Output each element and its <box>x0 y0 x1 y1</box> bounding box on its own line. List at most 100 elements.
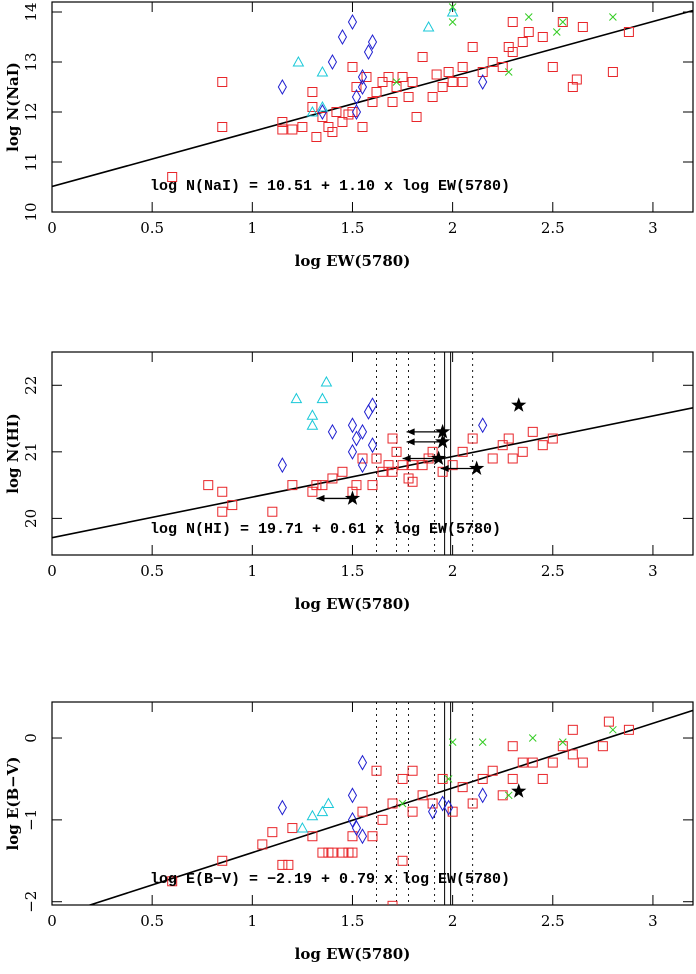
point <box>387 900 398 905</box>
point <box>277 117 288 127</box>
point <box>511 783 527 798</box>
fit-annotation: log E(B−V) = −2.19 + 0.79 x log EW(5780) <box>150 871 510 888</box>
point <box>435 423 451 439</box>
point <box>327 473 338 484</box>
fit-annotation: log N(NaI) = 10.51 + 1.10 x log EW(5780) <box>150 178 510 195</box>
x-tick-label: 1.5 <box>341 219 365 237</box>
point <box>467 433 478 444</box>
point <box>487 765 498 776</box>
point <box>297 122 308 132</box>
plot-area <box>52 352 693 555</box>
point <box>557 17 568 27</box>
point <box>367 397 378 414</box>
y-tick-label: 0 <box>22 733 40 743</box>
y-tick-label: 13 <box>22 52 40 71</box>
point <box>446 5 459 17</box>
point <box>478 417 488 434</box>
point <box>571 74 582 85</box>
point <box>448 738 457 746</box>
point <box>267 827 278 838</box>
point <box>607 67 618 77</box>
point <box>257 839 268 850</box>
plot-area <box>52 3 693 188</box>
point <box>367 437 378 454</box>
point <box>558 18 567 26</box>
point <box>443 67 454 77</box>
point <box>558 738 567 746</box>
point <box>203 480 214 491</box>
point <box>316 392 329 404</box>
x-tick-label: 3 <box>648 912 658 930</box>
plot-frame <box>51 351 694 556</box>
point <box>391 446 402 457</box>
limit-arrowhead <box>406 438 415 446</box>
point <box>306 409 319 420</box>
point <box>227 500 238 511</box>
point <box>428 803 438 820</box>
y-axis-label: log N(NaI) <box>4 62 22 152</box>
point <box>427 92 438 102</box>
point <box>417 790 428 801</box>
point <box>357 828 368 845</box>
y-tick-label: −1 <box>22 809 40 831</box>
point <box>511 397 527 412</box>
point <box>448 3 457 11</box>
point <box>217 77 228 87</box>
point <box>316 65 329 77</box>
point <box>277 859 288 870</box>
limit-arrowhead <box>402 454 411 462</box>
point <box>367 831 378 842</box>
point <box>316 100 329 112</box>
point <box>477 67 488 77</box>
point <box>397 773 408 784</box>
point <box>290 392 303 404</box>
point <box>367 33 378 51</box>
point <box>320 375 333 387</box>
x-tick-label: 0 <box>47 219 57 237</box>
point <box>167 876 178 887</box>
point <box>387 433 398 444</box>
point <box>597 741 608 752</box>
point <box>337 847 348 858</box>
point <box>623 724 634 735</box>
point <box>457 446 468 457</box>
point <box>363 43 374 61</box>
point <box>577 757 588 768</box>
point <box>477 773 488 784</box>
y-tick-label: 14 <box>22 2 40 21</box>
point <box>537 440 548 451</box>
plot-frame <box>51 1 694 213</box>
point <box>547 62 558 72</box>
point <box>527 757 538 768</box>
point <box>347 443 358 460</box>
point <box>397 460 408 471</box>
point <box>277 78 287 96</box>
x-tick-label: 1.5 <box>341 562 365 580</box>
point <box>217 122 228 132</box>
point <box>448 18 457 26</box>
point <box>327 127 338 137</box>
point <box>217 486 228 497</box>
panel: 0 0.5 1 1.5 2 2.5 3 10 11 12 13 14 log EW(5780) log N… <box>4 1 694 270</box>
point <box>403 92 414 102</box>
point <box>311 132 322 142</box>
point <box>337 466 348 477</box>
point <box>217 855 228 866</box>
point <box>287 480 298 491</box>
point <box>552 28 561 36</box>
point <box>357 423 368 440</box>
point <box>503 433 514 444</box>
point <box>322 797 335 808</box>
point <box>487 57 498 67</box>
plot-frame <box>51 701 694 906</box>
point <box>317 112 328 122</box>
point <box>507 741 518 752</box>
point <box>567 724 578 735</box>
point <box>391 82 402 92</box>
x-tick-label: 2 <box>448 219 458 237</box>
point <box>357 457 368 474</box>
point <box>577 22 588 32</box>
limit-arrowhead <box>440 464 449 472</box>
point <box>363 403 374 420</box>
